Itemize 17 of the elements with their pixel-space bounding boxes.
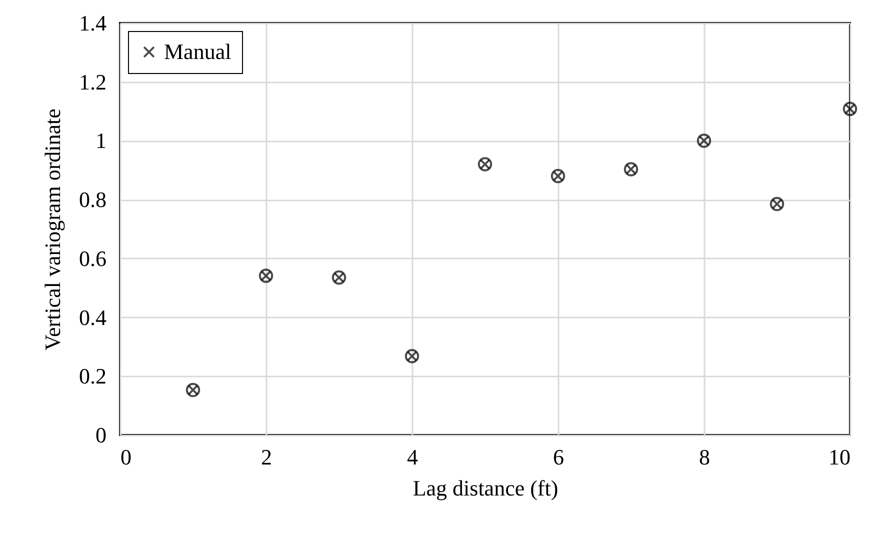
x-tick-label: 2 xyxy=(261,444,272,470)
y-tick-label: 1.4 xyxy=(79,10,106,36)
x-tick-label: 8 xyxy=(699,444,710,470)
legend-label: Manual xyxy=(164,39,232,64)
y-tick-label: 0.2 xyxy=(79,364,106,389)
x-axis-title: Lag distance (ft) xyxy=(412,476,558,500)
y-tick-label: 1.2 xyxy=(79,69,106,94)
y-axis-title: Vertical variogram ordinate xyxy=(40,108,65,350)
y-tick-label: 0.8 xyxy=(79,187,106,212)
y-tick-label: 0 xyxy=(96,422,106,448)
x-tick-label: 6 xyxy=(553,444,564,470)
y-tick-label: 1 xyxy=(96,128,106,154)
x-tick-label: 4 xyxy=(407,444,418,470)
x-tick-label: 10 xyxy=(828,444,850,470)
y-tick-label: 0.6 xyxy=(79,246,106,271)
x-tick-label: 0 xyxy=(120,444,132,470)
y-tick-label: 0.4 xyxy=(79,304,106,330)
